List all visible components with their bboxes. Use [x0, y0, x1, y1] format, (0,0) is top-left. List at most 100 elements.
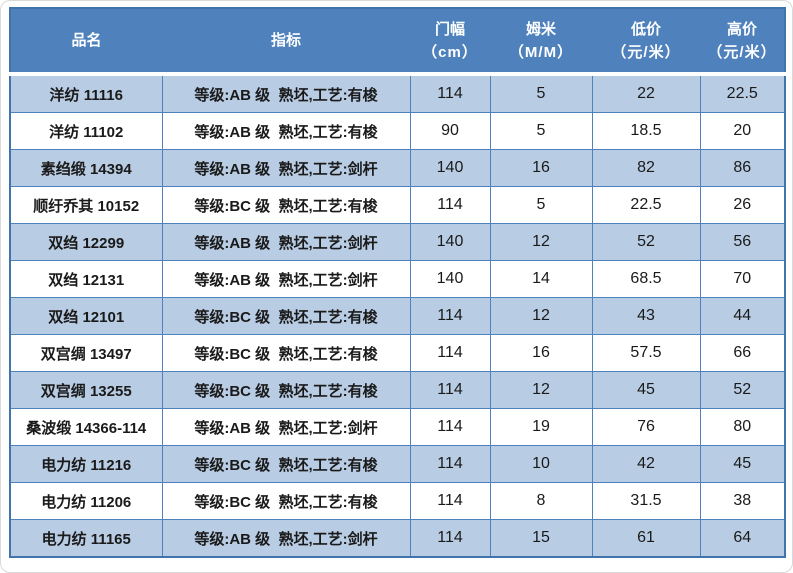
- cell-high-price: 56: [699, 223, 786, 261]
- cell-spec: 等级:BC 级 熟坯,工艺:有梭: [161, 297, 411, 335]
- cell-product-name: 桑波缎 14366-114: [9, 408, 163, 446]
- table-header: 品名 指标 门幅 （cm） 姆米 （M/M） 低价 （元/米） 高价 （元/米）: [10, 8, 785, 76]
- cell-low-price: 43: [591, 297, 701, 335]
- cell-high-price: 70: [699, 260, 786, 298]
- cell-width-cm: 140: [409, 260, 491, 298]
- cell-high-price: 45: [699, 445, 786, 483]
- cell-width-cm: 140: [409, 223, 491, 261]
- table-row: 洋纺 11102 等级:AB 级 熟坯,工艺:有梭 90 5 18.5 20: [9, 112, 786, 150]
- column-header-label: 高价: [726, 20, 757, 38]
- header-width: 门幅 （cm）: [410, 8, 490, 76]
- table-row: 电力纺 11165 等级:AB 级 熟坯,工艺:剑杆 114 15 61 64: [9, 519, 786, 558]
- cell-momme: 14: [489, 260, 593, 298]
- cell-width-cm: 114: [409, 186, 491, 224]
- cell-low-price: 22: [591, 73, 701, 113]
- cell-spec: 等级:BC 级 熟坯,工艺:有梭: [161, 334, 411, 372]
- cell-low-price: 31.5: [591, 482, 701, 520]
- table-row: 素绉缎 14394 等级:AB 级 熟坯,工艺:剑杆 140 16 82 86: [9, 149, 786, 187]
- cell-product-name: 电力纺 11206: [9, 482, 163, 520]
- cell-spec: 等级:AB 级 熟坯,工艺:剑杆: [161, 408, 411, 446]
- header-low: 低价 （元/米）: [592, 8, 700, 76]
- cell-momme: 12: [489, 297, 593, 335]
- table-row: 双宫绸 13255 等级:BC 级 熟坯,工艺:有梭 114 12 45 52: [9, 371, 786, 409]
- cell-width-cm: 114: [409, 519, 491, 558]
- table-row: 双绉 12299 等级:AB 级 熟坯,工艺:剑杆 140 12 52 56: [9, 223, 786, 261]
- cell-width-cm: 114: [409, 334, 491, 372]
- silk-fabric-price-table: 品名 指标 门幅 （cm） 姆米 （M/M） 低价 （元/米） 高价 （元/米）…: [9, 7, 786, 558]
- cell-low-price: 45: [591, 371, 701, 409]
- cell-high-price: 52: [699, 371, 786, 409]
- cell-width-cm: 114: [409, 482, 491, 520]
- cell-product-name: 双绉 12101: [9, 297, 163, 335]
- column-header-label: 品名: [71, 31, 102, 49]
- cell-high-price: 86: [699, 149, 786, 187]
- column-header-label: 指标: [270, 31, 301, 49]
- cell-momme: 12: [489, 371, 593, 409]
- column-header-unit: （cm）: [422, 43, 478, 61]
- cell-momme: 5: [489, 186, 593, 224]
- cell-width-cm: 114: [409, 73, 491, 113]
- cell-momme: 5: [489, 73, 593, 113]
- cell-high-price: 64: [699, 519, 786, 558]
- cell-spec: 等级:BC 级 熟坯,工艺:有梭: [161, 482, 411, 520]
- cell-product-name: 电力纺 11216: [9, 445, 163, 483]
- cell-momme: 19: [489, 408, 593, 446]
- cell-spec: 等级:BC 级 熟坯,工艺:有梭: [161, 371, 411, 409]
- cell-low-price: 61: [591, 519, 701, 558]
- table-row: 双绉 12131 等级:AB 级 熟坯,工艺:剑杆 140 14 68.5 70: [9, 260, 786, 298]
- cell-product-name: 洋纺 11102: [9, 112, 163, 150]
- cell-high-price: 38: [699, 482, 786, 520]
- cell-width-cm: 114: [409, 408, 491, 446]
- cell-low-price: 42: [591, 445, 701, 483]
- table-row: 双宫绸 13497 等级:BC 级 熟坯,工艺:有梭 114 16 57.5 6…: [9, 334, 786, 372]
- cell-low-price: 68.5: [591, 260, 701, 298]
- cell-product-name: 双宫绸 13255: [9, 371, 163, 409]
- column-header-label: 姆米: [525, 20, 556, 38]
- table-row: 电力纺 11206 等级:BC 级 熟坯,工艺:有梭 114 8 31.5 38: [9, 482, 786, 520]
- header-row: 品名 指标 门幅 （cm） 姆米 （M/M） 低价 （元/米） 高价 （元/米）: [10, 8, 785, 76]
- cell-width-cm: 114: [409, 297, 491, 335]
- header-spec: 指标: [162, 8, 410, 76]
- cell-high-price: 44: [699, 297, 786, 335]
- cell-spec: 等级:BC 级 熟坯,工艺:有梭: [161, 186, 411, 224]
- cell-product-name: 双宫绸 13497: [9, 334, 163, 372]
- cell-product-name: 双绉 12131: [9, 260, 163, 298]
- column-header-unit: （元/米）: [707, 43, 777, 61]
- cell-product-name: 双绉 12299: [9, 223, 163, 261]
- cell-spec: 等级:AB 级 熟坯,工艺:有梭: [161, 73, 411, 113]
- cell-spec: 等级:AB 级 熟坯,工艺:剑杆: [161, 223, 411, 261]
- cell-product-name: 洋纺 11116: [9, 73, 163, 113]
- cell-high-price: 22.5: [699, 73, 786, 113]
- cell-spec: 等级:AB 级 熟坯,工艺:剑杆: [161, 260, 411, 298]
- table-row: 顺纡乔其 10152 等级:BC 级 熟坯,工艺:有梭 114 5 22.5 2…: [9, 186, 786, 224]
- table-body: 洋纺 11116 等级:AB 级 熟坯,工艺:有梭 114 5 22 22.5 …: [9, 73, 786, 558]
- cell-momme: 12: [489, 223, 593, 261]
- table-row: 桑波缎 14366-114 等级:AB 级 熟坯,工艺:剑杆 114 19 76…: [9, 408, 786, 446]
- column-header-unit: （元/米）: [611, 43, 681, 61]
- table-row: 双绉 12101 等级:BC 级 熟坯,工艺:有梭 114 12 43 44: [9, 297, 786, 335]
- cell-low-price: 18.5: [591, 112, 701, 150]
- cell-width-cm: 114: [409, 445, 491, 483]
- cell-momme: 16: [489, 334, 593, 372]
- cell-low-price: 22.5: [591, 186, 701, 224]
- cell-low-price: 52: [591, 223, 701, 261]
- column-header-label: 门幅: [434, 20, 465, 38]
- header-name: 品名: [10, 8, 162, 76]
- header-momme: 姆米 （M/M）: [490, 8, 592, 76]
- cell-momme: 16: [489, 149, 593, 187]
- cell-low-price: 82: [591, 149, 701, 187]
- table-row: 电力纺 11216 等级:BC 级 熟坯,工艺:有梭 114 10 42 45: [9, 445, 786, 483]
- column-header-label: 低价: [630, 20, 661, 38]
- cell-high-price: 66: [699, 334, 786, 372]
- cell-high-price: 26: [699, 186, 786, 224]
- column-header-unit: （M/M）: [508, 43, 574, 61]
- cell-product-name: 素绉缎 14394: [9, 149, 163, 187]
- cell-momme: 15: [489, 519, 593, 558]
- cell-low-price: 57.5: [591, 334, 701, 372]
- header-high: 高价 （元/米）: [700, 8, 785, 76]
- cell-high-price: 20: [699, 112, 786, 150]
- table-row: 洋纺 11116 等级:AB 级 熟坯,工艺:有梭 114 5 22 22.5: [9, 73, 786, 113]
- cell-width-cm: 114: [409, 371, 491, 409]
- cell-width-cm: 140: [409, 149, 491, 187]
